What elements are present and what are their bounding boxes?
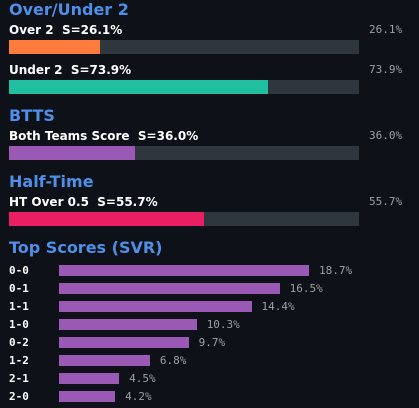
item-value: 36.0% xyxy=(369,129,403,142)
score-label: 2-0 xyxy=(9,390,29,403)
item-label: HT Over 0.5 S=55.7% xyxy=(9,195,158,209)
section-title: Half-Time xyxy=(9,172,94,191)
item-label: Under 2 S=73.9% xyxy=(9,63,132,77)
progress-bar xyxy=(9,40,101,54)
score-bar xyxy=(59,337,189,348)
score-bar xyxy=(59,265,309,276)
progress-track xyxy=(9,40,359,54)
section-title: Top Scores (SVR) xyxy=(9,238,163,257)
item-label: Both Teams Score S=36.0% xyxy=(9,129,199,143)
item-value: 55.7% xyxy=(369,195,403,208)
section-title: Over/Under 2 xyxy=(9,0,129,19)
progress-track xyxy=(9,80,359,94)
score-value: 14.4% xyxy=(261,300,295,313)
score-value: 4.2% xyxy=(125,390,152,403)
score-bar xyxy=(59,319,197,330)
score-label: 2-1 xyxy=(9,372,29,385)
score-label: 0-0 xyxy=(9,264,29,277)
progress-bar xyxy=(9,146,135,160)
score-label: 1-1 xyxy=(9,300,29,313)
progress-bar xyxy=(9,212,204,226)
score-bar xyxy=(59,373,120,384)
score-bar xyxy=(59,283,280,294)
score-label: 0-2 xyxy=(9,336,29,349)
score-value: 10.3% xyxy=(206,318,240,331)
progress-bar xyxy=(9,80,268,94)
progress-track xyxy=(9,146,359,160)
score-value: 18.7% xyxy=(319,264,353,277)
item-value: 73.9% xyxy=(369,63,403,76)
item-label: Over 2 S=26.1% xyxy=(9,23,123,37)
score-bar xyxy=(59,355,150,366)
score-label: 1-2 xyxy=(9,354,29,367)
item-value: 26.1% xyxy=(369,23,403,36)
score-bar xyxy=(59,301,252,312)
score-value: 16.5% xyxy=(289,282,323,295)
score-bar xyxy=(59,391,116,402)
section-title: BTTS xyxy=(9,106,55,125)
score-value: 4.5% xyxy=(129,372,156,385)
progress-track xyxy=(9,212,359,226)
score-value: 6.8% xyxy=(159,354,187,367)
score-value: 9.7% xyxy=(198,336,226,349)
score-label: 0-1 xyxy=(9,282,29,295)
score-label: 1-0 xyxy=(9,318,29,331)
